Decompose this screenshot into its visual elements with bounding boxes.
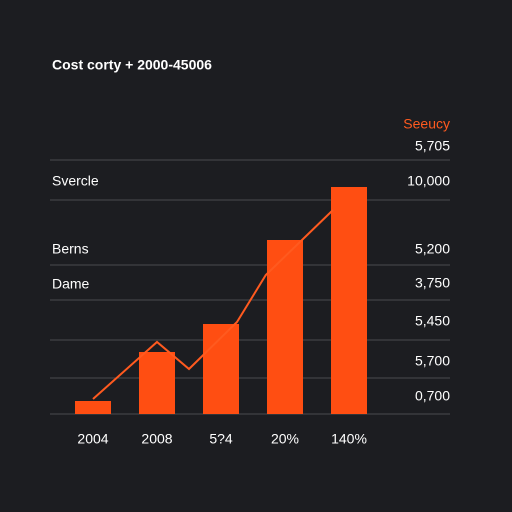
x-tick-label: 20% bbox=[271, 431, 299, 447]
trend-line bbox=[92, 209, 334, 400]
value-label: 5,705 bbox=[415, 138, 450, 154]
chart-title: Cost corty + 2000-45006 bbox=[52, 57, 212, 73]
grid bbox=[50, 159, 450, 415]
bar bbox=[75, 401, 111, 414]
x-tick-label: 2008 bbox=[141, 431, 172, 447]
bar bbox=[267, 240, 303, 414]
x-tick-label: 5?4 bbox=[209, 431, 233, 447]
bar bbox=[139, 352, 175, 414]
side-label: Dame bbox=[52, 276, 90, 292]
bar bbox=[331, 187, 367, 414]
x-tick-label: 140% bbox=[331, 431, 367, 447]
x-tick-label: 2004 bbox=[77, 431, 108, 447]
value-label: 0,700 bbox=[415, 388, 450, 404]
side-label: Svercle bbox=[52, 173, 99, 189]
value-label: 5,450 bbox=[415, 313, 450, 329]
value-label: 10,000 bbox=[407, 173, 450, 189]
legend-label: Seeucy bbox=[403, 116, 450, 132]
value-label: 5,700 bbox=[415, 353, 450, 369]
value-label: 5,200 bbox=[415, 241, 450, 257]
value-label: 3,750 bbox=[415, 275, 450, 291]
side-label: Berns bbox=[52, 241, 89, 257]
